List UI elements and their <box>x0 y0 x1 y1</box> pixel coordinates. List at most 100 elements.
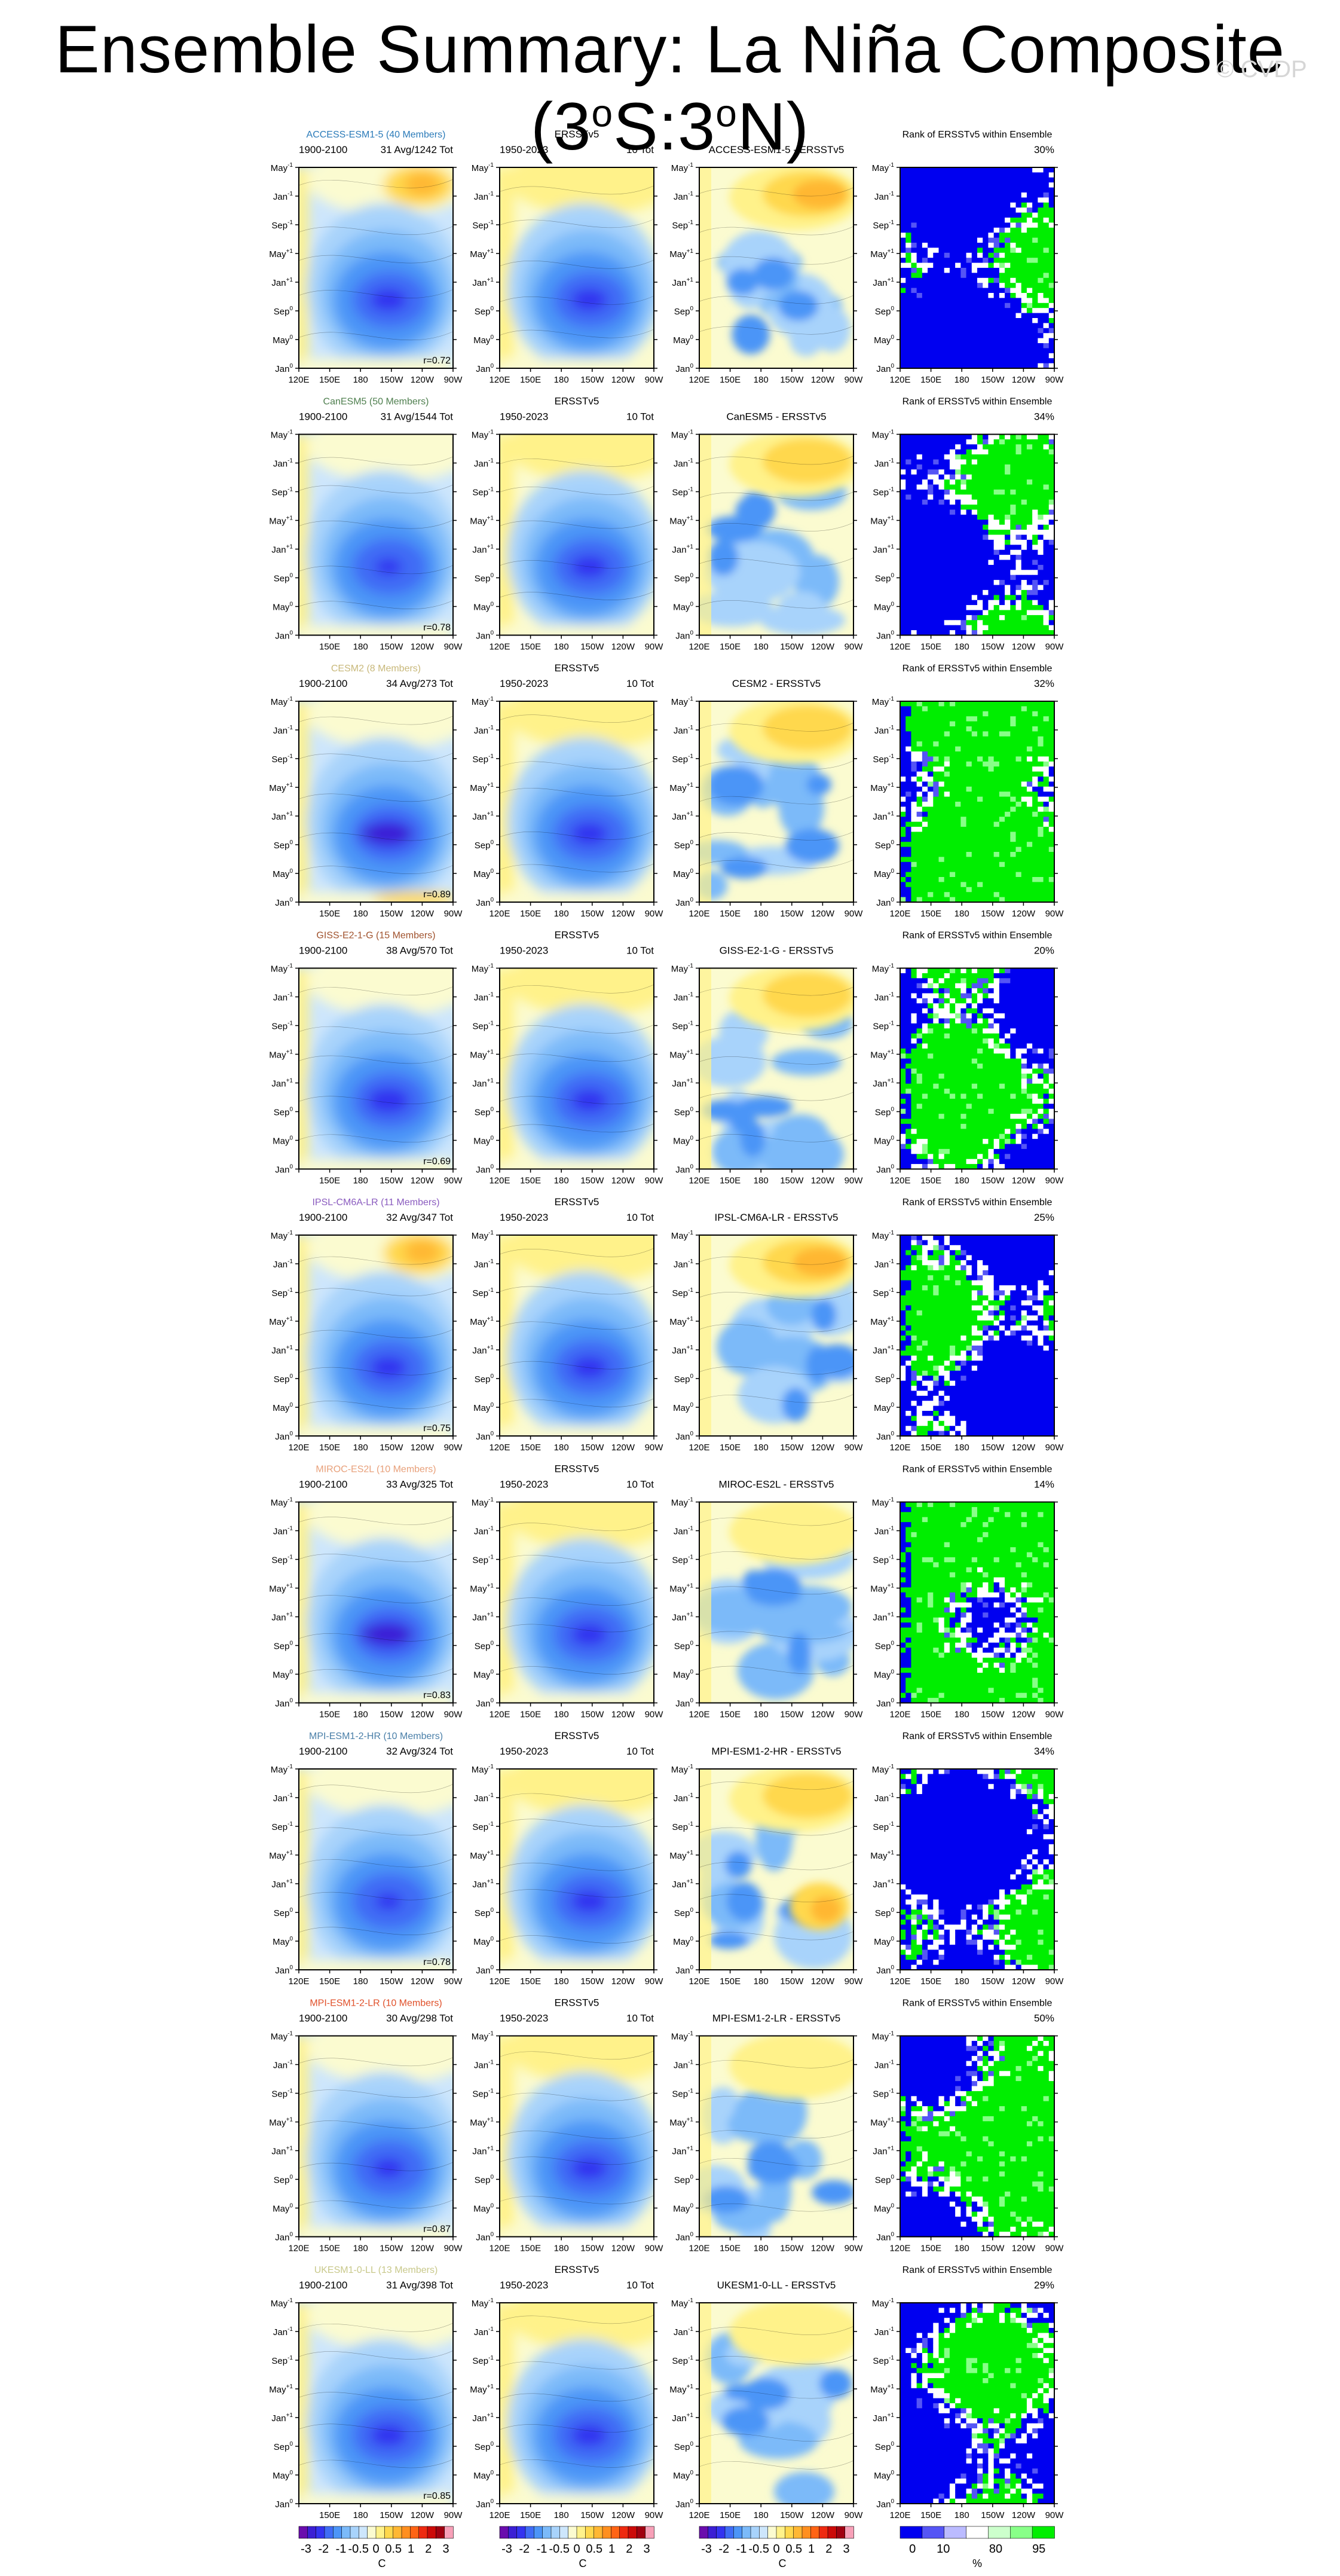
rank-cell <box>933 570 940 576</box>
rank-cell <box>988 560 995 566</box>
panel-frame <box>499 167 654 369</box>
rank-cell <box>1005 1089 1011 1095</box>
page-title: Ensemble Summary: La Niña Composite (3oS… <box>54 12 1286 164</box>
rank-cell <box>983 555 989 561</box>
rank-cell <box>1038 1058 1044 1064</box>
rank-cell <box>938 625 945 631</box>
rank-cell <box>966 172 972 178</box>
rank-cell <box>966 545 972 551</box>
rank-cell <box>1021 273 1027 279</box>
rank-cell <box>911 1108 917 1114</box>
rank-cell <box>922 1003 928 1009</box>
rank-cell <box>922 172 928 178</box>
rank-cell <box>983 746 989 752</box>
rank-cell <box>977 1093 983 1099</box>
x-tick-label: 90W <box>444 375 463 385</box>
rank-cell <box>922 806 928 812</box>
rank-cell <box>938 237 945 243</box>
rank-cell <box>1010 313 1017 319</box>
rank-cell <box>1015 968 1022 974</box>
rank-cell <box>955 323 961 329</box>
rank-cell <box>993 499 1000 505</box>
rank-cell <box>911 1068 917 1074</box>
rank-cell <box>1043 781 1050 787</box>
rank-cell <box>999 827 1005 832</box>
rank-cell <box>999 580 1005 586</box>
rank-cell <box>949 711 956 717</box>
rank-cell <box>1010 872 1017 878</box>
rank-cell <box>1021 802 1027 807</box>
rank-cell <box>922 605 928 611</box>
rank-cell <box>933 766 940 772</box>
rank-cell <box>1026 821 1033 827</box>
rank-cell <box>944 293 950 298</box>
rank-cell <box>1043 1108 1050 1114</box>
rank-cell <box>944 353 950 359</box>
rank-cell <box>944 1114 950 1120</box>
rank-cell <box>933 258 940 264</box>
rank-cell <box>955 867 961 873</box>
rank-cell <box>1021 887 1027 893</box>
rank-cell <box>960 610 967 616</box>
contour-line <box>299 226 453 235</box>
rank-cell <box>983 560 989 566</box>
rank-cell <box>977 1018 983 1024</box>
rank-cell <box>983 585 989 591</box>
rank-cell <box>922 530 928 536</box>
rank-cell <box>900 973 906 979</box>
rank-cell <box>922 1073 928 1079</box>
rank-cell <box>1015 580 1022 586</box>
rank-cell <box>1038 887 1044 893</box>
cvdp-watermark: © CVDP <box>1216 56 1307 82</box>
rank-cell <box>911 177 917 183</box>
y-tick-label: Jan+1 <box>472 811 494 822</box>
rank-cell <box>977 761 983 767</box>
rank-cell <box>971 534 978 540</box>
rank-cell <box>922 731 928 737</box>
rank-cell <box>1043 861 1050 867</box>
rank-cell <box>1026 897 1033 903</box>
rank-cell <box>993 172 1000 178</box>
rank-cell <box>966 998 972 1004</box>
rank-cell <box>999 1083 1005 1089</box>
rank-cell <box>1038 766 1044 772</box>
rank-cell <box>911 786 917 792</box>
rank-cell <box>999 534 1005 540</box>
rank-cell <box>1021 701 1027 707</box>
rank-cell <box>949 872 956 878</box>
rank-cell <box>1021 1038 1027 1044</box>
rank-cell <box>988 258 995 264</box>
rank-cell <box>922 877 928 882</box>
rank-cell <box>1032 610 1038 616</box>
rank-field <box>900 968 1055 1170</box>
rank-cell <box>1005 222 1011 228</box>
rank-cell <box>977 771 983 777</box>
rank-cell <box>1038 605 1044 611</box>
rank-cell <box>1043 277 1050 283</box>
rank-cell <box>960 827 967 832</box>
rank-cell <box>938 1038 945 1044</box>
rank-cell <box>955 852 961 857</box>
rank-cell <box>988 988 995 994</box>
rank-cell <box>966 1083 972 1089</box>
rank-cell <box>1015 348 1022 354</box>
rank-cell <box>905 817 912 823</box>
rank-cell <box>933 1068 940 1074</box>
rank-cell <box>944 464 950 470</box>
rank-cell <box>966 237 972 243</box>
rank-cell <box>944 233 950 239</box>
rank-cell <box>966 1133 972 1139</box>
rank-cell <box>971 273 978 279</box>
rank-cell <box>1015 545 1022 551</box>
rank-cell <box>966 439 972 445</box>
rank-cell <box>977 555 983 561</box>
rank-cell <box>1015 746 1022 752</box>
rank-cell <box>911 983 917 989</box>
rank-cell <box>1015 983 1022 989</box>
rank-cell <box>1026 505 1033 511</box>
rank-cell <box>928 806 934 812</box>
rank-cell <box>949 549 956 555</box>
rank-cell <box>900 539 906 545</box>
y-tick-label: Sep0 <box>674 305 694 317</box>
rank-cell <box>928 1129 934 1135</box>
